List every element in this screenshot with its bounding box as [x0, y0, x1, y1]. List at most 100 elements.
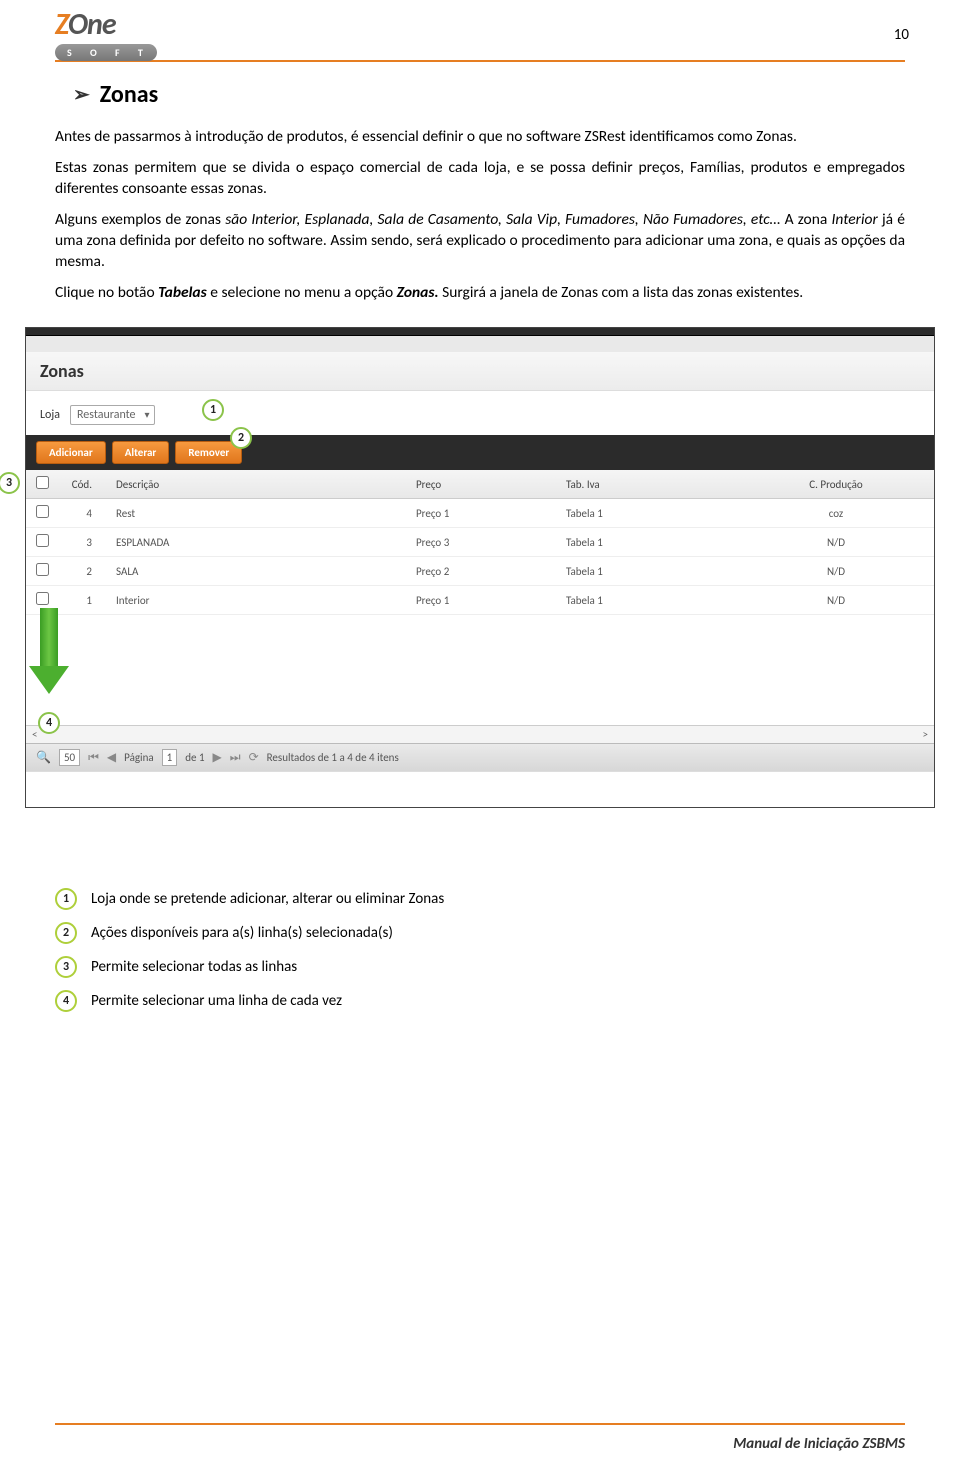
cell-cprod: N/D: [738, 557, 934, 586]
logo-one: One: [68, 6, 116, 43]
search-icon[interactable]: 🔍: [36, 750, 51, 765]
ss-th-iva: Tab. Iva: [558, 470, 738, 499]
cell-desc: Interior: [108, 586, 408, 615]
row-checkbox[interactable]: [36, 505, 49, 518]
legend-row: 2 Ações disponíveis para a(s) linha(s) se…: [55, 922, 905, 944]
ss-th-cod: Cód.: [58, 470, 108, 499]
p4-post: Surgirá a janela de Zonas com a lista da…: [439, 283, 804, 302]
p4-tabelas: Tabelas: [158, 283, 207, 302]
pager-page-label: Página: [124, 751, 153, 764]
cell-iva: Tabela 1: [558, 557, 738, 586]
cell-cod: 2: [58, 557, 108, 586]
logo-z: Z: [55, 6, 68, 43]
p3-mid: A zona: [780, 210, 831, 229]
paragraph-2: Estas zonas permitem que se divida o esp…: [55, 158, 905, 200]
cell-preco: Preço 2: [408, 557, 558, 586]
cell-cod: 3: [58, 528, 108, 557]
p3-italic1: são Interior, Esplanada, Sala de Casamen…: [225, 210, 780, 229]
select-all-checkbox[interactable]: [36, 476, 49, 489]
page-number: 10: [894, 26, 909, 44]
row-checkbox[interactable]: [36, 534, 49, 547]
p4-zonas: Zonas.: [397, 283, 439, 302]
ss-th-desc: Descrição: [108, 470, 408, 499]
first-page-icon[interactable]: ⏮: [88, 751, 99, 765]
p4-mid: e selecione no menu a opção: [207, 283, 397, 302]
ss-top-light-bar: [26, 336, 934, 352]
page-header: ZOne S O F T 10: [55, 0, 905, 62]
cell-cod: 1: [58, 586, 108, 615]
legend-num: 1: [55, 888, 77, 910]
table-row[interactable]: 4RestPreço 1Tabela 1coz: [26, 499, 934, 528]
add-button[interactable]: Adicionar: [36, 441, 106, 464]
ss-empty-area: [26, 615, 934, 725]
cell-desc: SALA: [108, 557, 408, 586]
page-size-select[interactable]: 50: [59, 749, 80, 766]
edit-button[interactable]: Alterar: [112, 441, 170, 464]
callout-1: 1: [202, 399, 224, 421]
page-number-input[interactable]: 1: [162, 749, 178, 766]
cell-preco: Preço 3: [408, 528, 558, 557]
green-arrow-body: [40, 608, 58, 668]
legend: 1 Loja onde se pretende adicionar, altera…: [55, 888, 905, 1012]
ss-loja-label: Loja: [40, 408, 60, 422]
ss-top-dark-bar: [26, 328, 934, 336]
table-row[interactable]: 3ESPLANADAPreço 3Tabela 1N/D: [26, 528, 934, 557]
ss-pager: 🔍 50 ⏮ ◀ Página 1 de 1 ▶ ⏭ ⟳ Resultados …: [26, 743, 934, 771]
cell-desc: Rest: [108, 499, 408, 528]
cell-preco: Preço 1: [408, 499, 558, 528]
ss-footer-space: [26, 771, 934, 807]
section-title-text: Zonas: [100, 80, 158, 109]
legend-text: Loja onde se pretende adicionar, alterar…: [91, 890, 444, 908]
cell-cprod: N/D: [738, 586, 934, 615]
ss-th-checkbox[interactable]: [26, 470, 58, 499]
scroll-left-icon[interactable]: <: [32, 728, 37, 741]
ss-loja-select[interactable]: Restaurante: [70, 405, 155, 425]
ss-th-cprod: C. Produção: [738, 470, 934, 499]
cell-cprod: coz: [738, 499, 934, 528]
paragraph-1: Antes de passarmos à introdução de produ…: [55, 127, 905, 148]
ss-th-preco: Preço: [408, 470, 558, 499]
table-row[interactable]: 2SALAPreço 2Tabela 1N/D: [26, 557, 934, 586]
legend-text: Ações disponíveis para a(s) linha(s) sel…: [91, 924, 393, 942]
pager-page-post: de 1: [185, 751, 204, 764]
cell-iva: Tabela 1: [558, 528, 738, 557]
legend-row: 3 Permite selecionar todas as linhas: [55, 956, 905, 978]
legend-text: Permite selecionar todas as linhas: [91, 958, 297, 976]
ss-table: Cód. Descrição Preço Tab. Iva C. Produçã…: [26, 470, 934, 615]
green-arrow-head-icon: [29, 666, 69, 694]
cell-preco: Preço 1: [408, 586, 558, 615]
ss-loja-row: Loja Restaurante 1 2: [26, 391, 934, 435]
ss-table-header-row: Cód. Descrição Preço Tab. Iva C. Produçã…: [26, 470, 934, 499]
cell-iva: Tabela 1: [558, 499, 738, 528]
legend-text: Permite selecionar uma linha de cada vez: [91, 992, 342, 1010]
table-row[interactable]: 1InteriorPreço 1Tabela 1N/D: [26, 586, 934, 615]
legend-num: 4: [55, 990, 77, 1012]
section-title: Zonas: [73, 80, 905, 109]
legend-row: 1 Loja onde se pretende adicionar, altera…: [55, 888, 905, 910]
scroll-right-icon[interactable]: >: [923, 728, 928, 741]
p3-italic2: Interior: [831, 210, 877, 229]
last-page-icon[interactable]: ⏭: [230, 751, 241, 765]
legend-num: 2: [55, 922, 77, 944]
footer-text: Manual de Iniciação ZSBMS: [733, 1435, 905, 1453]
logo: ZOne S O F T: [55, 6, 215, 56]
paragraph-3: Alguns exemplos de zonas são Interior, E…: [55, 210, 905, 273]
p4-pre: Clique no botão: [55, 283, 158, 302]
row-checkbox[interactable]: [36, 563, 49, 576]
footer-rule: [55, 1423, 905, 1425]
next-page-icon[interactable]: ▶: [213, 750, 222, 765]
ss-action-bar: Adicionar Alterar Remover: [26, 435, 934, 470]
ss-window-title: Zonas: [26, 352, 934, 391]
prev-page-icon[interactable]: ◀: [107, 750, 116, 765]
callout-3: 3: [0, 472, 20, 494]
p3-pre: Alguns exemplos de zonas: [55, 210, 225, 229]
logo-soft: S O F T: [55, 44, 157, 61]
ss-scroll-row[interactable]: < >: [26, 725, 934, 743]
legend-num: 3: [55, 956, 77, 978]
refresh-icon[interactable]: ⟳: [249, 750, 259, 765]
row-checkbox[interactable]: [36, 592, 49, 605]
paragraph-4: Clique no botão Tabelas e selecione no m…: [55, 283, 905, 304]
cell-cprod: N/D: [738, 528, 934, 557]
cell-cod: 4: [58, 499, 108, 528]
cell-iva: Tabela 1: [558, 586, 738, 615]
